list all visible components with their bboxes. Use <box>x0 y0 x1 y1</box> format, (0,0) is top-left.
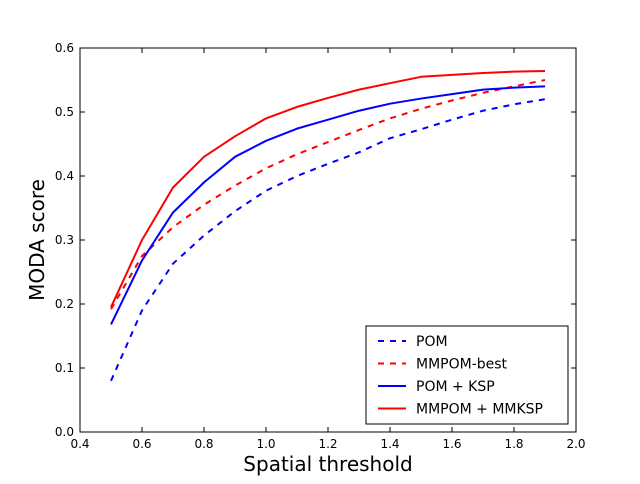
series-line-2 <box>110 85 546 325</box>
y-tick-label: 0.4 <box>55 169 74 183</box>
y-tick-label: 0.2 <box>55 297 74 311</box>
x-tick-label: 1.2 <box>318 437 337 451</box>
y-tick-label: 0.6 <box>55 41 74 55</box>
x-tick-label: 0.8 <box>194 437 213 451</box>
legend-label-3: MMPOM + MMKSP <box>416 402 543 418</box>
x-tick-label: 1.6 <box>442 437 461 451</box>
x-tick-label: 0.6 <box>132 437 151 451</box>
x-tick-label: 1.4 <box>380 437 399 451</box>
legend: POM MMPOM-best POM + KSP MMPOM + MMKSP <box>365 325 569 425</box>
legend-label-2: POM + KSP <box>416 379 495 395</box>
y-tick-label: 0.1 <box>55 361 74 375</box>
x-tick-label: 0.4 <box>70 437 89 451</box>
x-tick-label: 1.0 <box>256 437 275 451</box>
series-layer <box>110 70 546 382</box>
legend-label-1: MMPOM-best <box>416 357 508 373</box>
series-line-0 <box>110 98 546 382</box>
y-tick-label: 0.3 <box>55 233 74 247</box>
tick-layer: 0.4 0.6 0.8 1.0 1.2 1.4 1.6 1.8 2.0 0.0 0.1 0.2 0.3 0… <box>55 41 586 451</box>
y-axis-label: MODA score <box>25 179 49 301</box>
series-line-3 <box>110 70 546 308</box>
y-tick-label: 0.5 <box>55 105 74 119</box>
y-tick-label: 0.0 <box>55 425 74 439</box>
x-tick-label: 2.0 <box>566 437 585 451</box>
x-axis-label: Spatial threshold <box>243 452 412 476</box>
series-line-1 <box>110 79 546 310</box>
x-tick-label: 1.8 <box>504 437 523 451</box>
legend-label-0: POM <box>416 334 448 350</box>
